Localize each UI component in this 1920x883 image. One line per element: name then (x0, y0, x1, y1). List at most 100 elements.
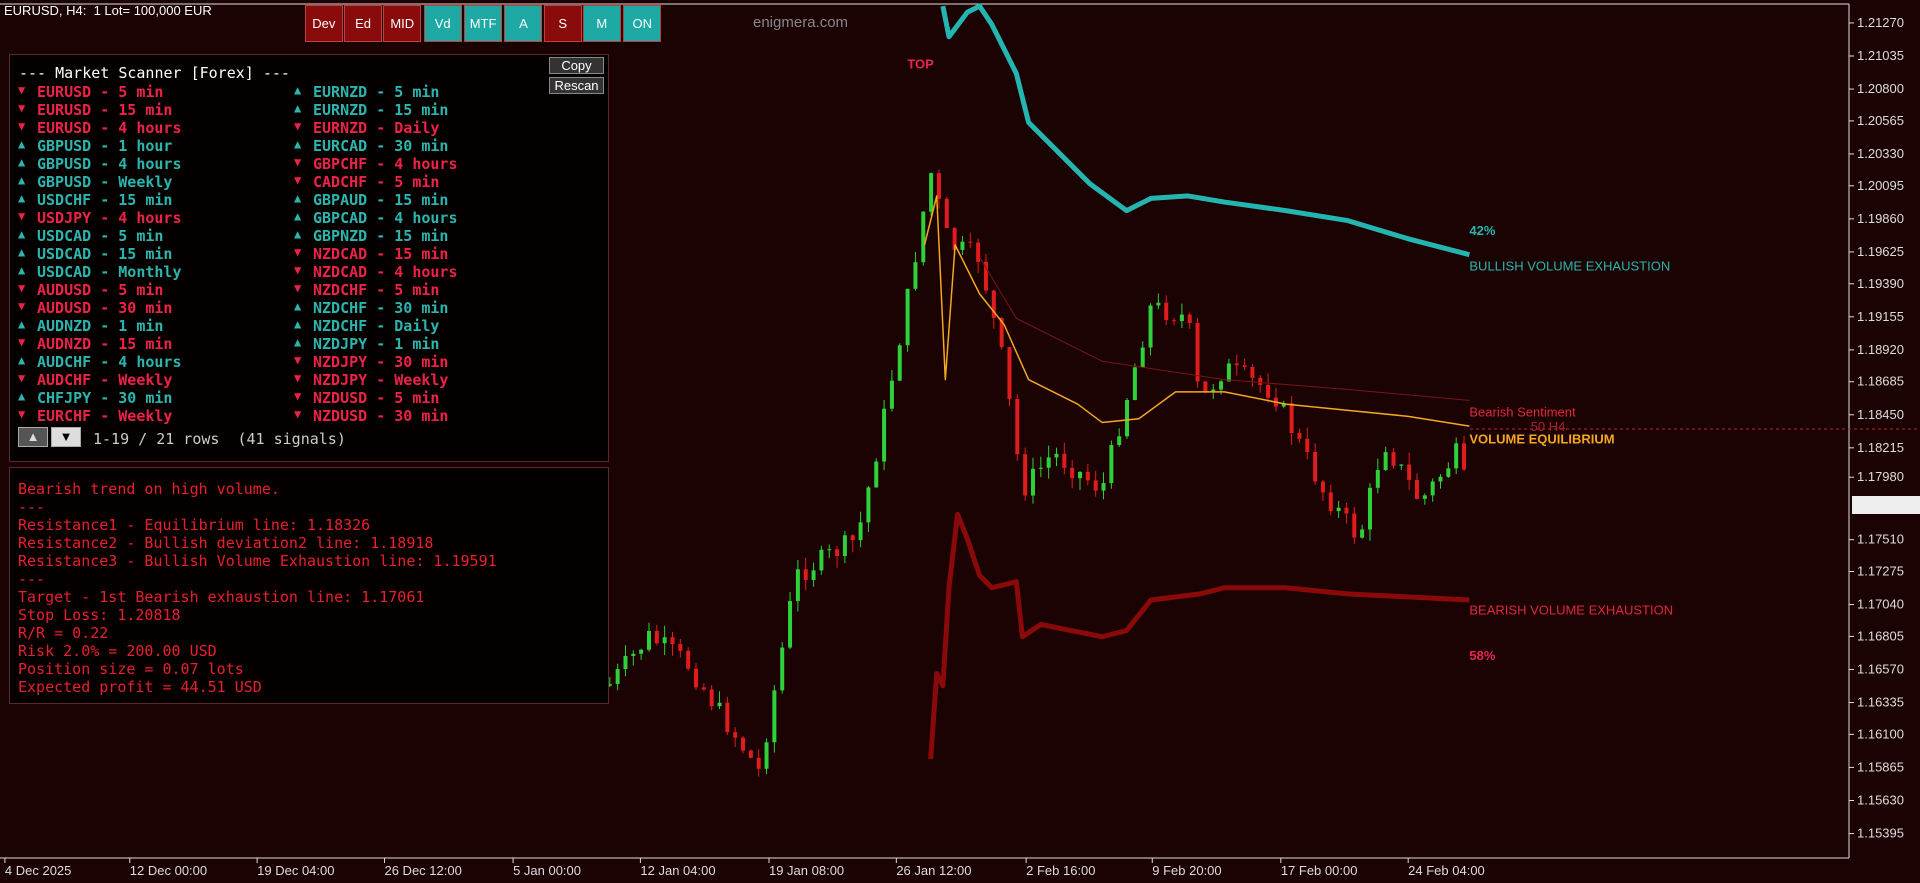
candle-body (1281, 403, 1286, 407)
annotations: TOP 42% BULLISH VOLUME EXHAUSTION Bearish S… (907, 57, 1673, 663)
row-arrow: ▲ (18, 263, 26, 277)
candle-body (670, 637, 675, 645)
candle-body (1360, 529, 1365, 538)
candle-body (1015, 398, 1020, 455)
price-label: 1.21270 (1857, 15, 1904, 30)
candle-body (1132, 367, 1137, 401)
row-arrow: ▲ (294, 209, 302, 223)
toolbar-button[interactable]: Vd (423, 5, 462, 42)
candle-body (882, 408, 887, 462)
candle-body (1414, 479, 1419, 499)
row-arrow: ▼ (18, 281, 26, 295)
price-label: 1.19625 (1857, 244, 1904, 259)
row-arrow: ▲ (294, 191, 302, 205)
candle-body (1266, 385, 1271, 398)
candle-body (1242, 365, 1247, 368)
info-line: R/R = 0.22 (18, 624, 109, 642)
row-signal: EURNZD - 5 min (313, 83, 440, 101)
row-signal: AUDNZD - 1 min (37, 317, 164, 335)
toolbar-button[interactable]: MID (383, 5, 422, 42)
candle-body (1313, 451, 1318, 482)
row-signal: NZDUSD - 30 min (313, 407, 449, 425)
candle-body (1070, 467, 1075, 479)
candle-body (756, 757, 761, 769)
candle-body (1297, 433, 1302, 439)
row-arrow: ▼ (18, 335, 26, 349)
row-arrow: ▼ (18, 119, 26, 133)
toolbar-button[interactable]: S (543, 5, 582, 42)
price-label: 1.16100 (1857, 726, 1904, 741)
row-arrow: ▲ (18, 317, 26, 331)
candle-body (991, 290, 996, 318)
candle-body (615, 669, 620, 685)
row-signal: GBPCAD - 4 hours (313, 209, 458, 227)
row-signal: GBPCHF - 4 hours (313, 155, 458, 173)
page-up-button[interactable]: ▲ (18, 427, 48, 447)
row-signal: NZDCHF - 5 min (313, 281, 440, 299)
candle-body (1462, 443, 1467, 470)
candle-body (897, 345, 902, 381)
info-line: Resistance3 - Bullish Volume Exhaustion … (18, 552, 497, 570)
indicator-lines (923, 3, 1471, 760)
candle-body (1211, 389, 1216, 393)
price-label: 1.16335 (1857, 695, 1904, 710)
candle-body (889, 380, 894, 409)
row-arrow: ▲ (18, 155, 26, 169)
toolbar-button[interactable]: A (504, 5, 543, 42)
row-signal: AUDUSD - 30 min (37, 299, 173, 317)
time-label: 12 Dec 00:00 (130, 863, 207, 878)
copy-button[interactable]: Copy (549, 57, 604, 74)
candle-body (983, 261, 988, 291)
candle-body (1179, 314, 1184, 322)
toolbar-button[interactable]: Ed (344, 5, 383, 42)
candle-body (1030, 468, 1035, 496)
row-arrow: ▼ (18, 299, 26, 313)
candle-body (976, 242, 981, 262)
candle-body (646, 630, 651, 650)
chart-annotation: 50 H4 (1531, 419, 1566, 434)
candle-body (1383, 452, 1388, 470)
candle-body (1352, 513, 1357, 538)
chart-annotation: 58% (1469, 648, 1495, 663)
price-label: 1.18215 (1857, 440, 1904, 455)
time-label: 2 Feb 16:00 (1026, 863, 1095, 878)
time-label: 9 Feb 20:00 (1152, 863, 1221, 878)
toolbar-button[interactable]: M (582, 5, 621, 42)
sentiment-line (979, 256, 1470, 401)
toolbar-button[interactable]: ON (623, 5, 662, 42)
candle-body (1023, 454, 1028, 496)
candle-body (1336, 507, 1341, 512)
candle-body (748, 750, 753, 758)
candle-body (1007, 347, 1012, 399)
candle-body (623, 655, 628, 670)
row-arrow: ▼ (294, 389, 302, 403)
price-label: 1.15865 (1857, 759, 1904, 774)
candle-body (1101, 483, 1106, 491)
rescan-button[interactable]: Rescan (549, 77, 604, 94)
toolbar-button[interactable]: Dev (304, 5, 343, 42)
info-line: Bearish trend on high volume. (18, 480, 280, 498)
time-label: 19 Jan 08:00 (769, 863, 844, 878)
row-arrow: ▲ (18, 389, 26, 403)
info-line: --- (18, 498, 46, 516)
candle-body (1140, 347, 1145, 368)
toolbar-button[interactable]: MTF (464, 5, 503, 42)
row-arrow: ▼ (294, 173, 302, 187)
candle-body (1109, 445, 1114, 484)
row-arrow: ▲ (18, 137, 26, 151)
candle-body (1164, 302, 1169, 321)
row-signal: NZDCAD - 4 hours (313, 263, 458, 281)
row-arrow: ▲ (294, 227, 302, 241)
bullish-exhaustion-line (940, 3, 1471, 258)
row-arrow: ▼ (294, 245, 302, 259)
row-signal: USDCHF - 15 min (37, 191, 173, 209)
row-signal: AUDNZD - 15 min (37, 335, 173, 353)
row-signal: NZDCHF - Daily (313, 317, 440, 335)
price-label: 1.21035 (1857, 48, 1904, 63)
candle-body (654, 630, 659, 644)
candle-body (607, 684, 612, 686)
page-down-button[interactable]: ▼ (51, 427, 81, 447)
candle-body (1156, 302, 1161, 306)
candle-body (1117, 436, 1122, 446)
candle-body (725, 702, 730, 733)
